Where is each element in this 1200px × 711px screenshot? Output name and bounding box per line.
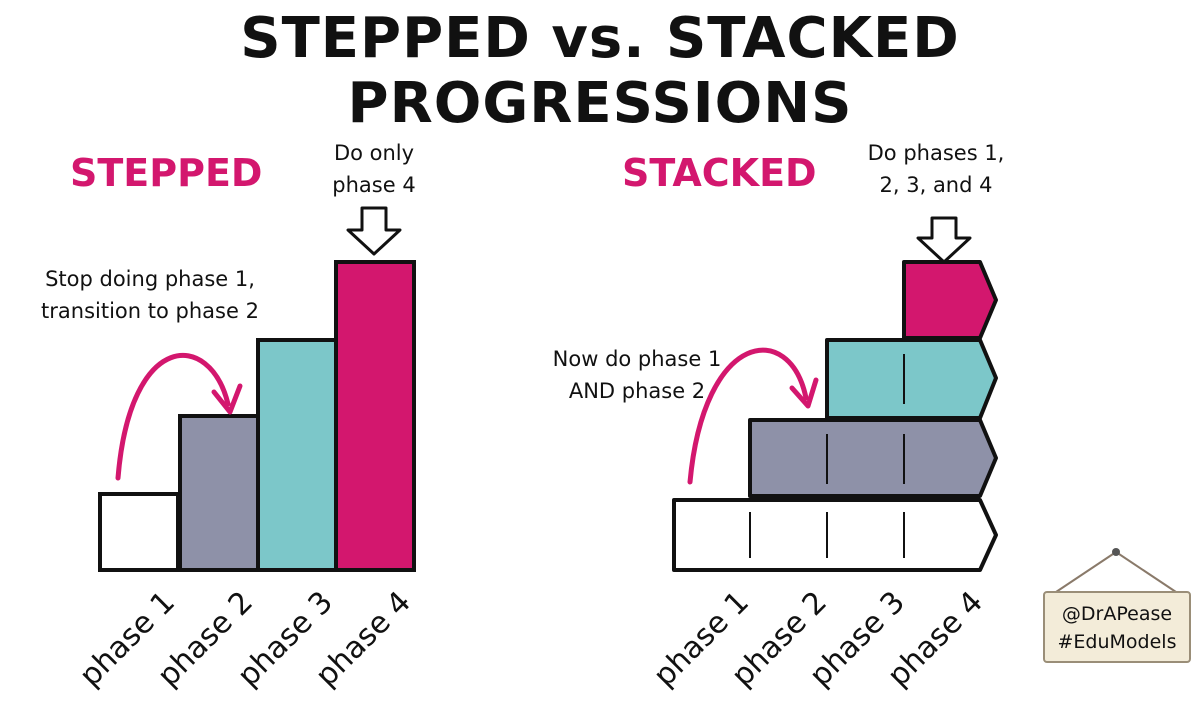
stepped-bar-phase-2 — [178, 414, 260, 572]
sign-handle-text: @DrAPease — [1062, 603, 1172, 625]
stacked-curved-arrow-icon — [687, 347, 809, 485]
stacked-layer-phase-2 — [748, 418, 998, 498]
stacked-down-arrow-icon — [916, 216, 972, 264]
stepped-bar-phase-3 — [256, 338, 338, 572]
stepped-down-arrow-icon — [346, 206, 402, 256]
sign-hashtag-text: #EduModels — [1058, 631, 1177, 653]
stacked-top-note-line2: 2, 3, and 4 — [880, 173, 993, 197]
stepped-side-note-line2: transition to phase 2 — [41, 299, 259, 323]
stepped-heading: STEPPED — [70, 151, 262, 195]
stacked-top-note-line1: Do phases 1, — [868, 141, 1005, 165]
stacked-layer-phase-4 — [902, 260, 998, 340]
stacked-side-note-line1: Now do phase 1 — [553, 347, 722, 371]
stacked-layer-phase-3 — [825, 338, 998, 420]
stepped-bar-phase-1 — [98, 492, 180, 572]
hanging-sign: @DrAPease #EduModels — [1043, 548, 1191, 663]
stepped-top-note-line2: phase 4 — [332, 173, 415, 197]
stacked-heading: STACKED — [622, 151, 817, 195]
stacked-side-note-line2: AND phase 2 — [569, 379, 705, 403]
stepped-top-note-line1: Do only — [334, 141, 414, 165]
stacked-layer-phase-1 — [672, 498, 998, 572]
page-title: STEPPED vs. STACKED PROGRESSIONS — [240, 6, 960, 136]
stepped-bar-phase-4 — [334, 260, 416, 572]
stepped-side-note-line1: Stop doing phase 1, — [45, 267, 255, 291]
stepped-curved-arrow-icon — [115, 353, 231, 481]
